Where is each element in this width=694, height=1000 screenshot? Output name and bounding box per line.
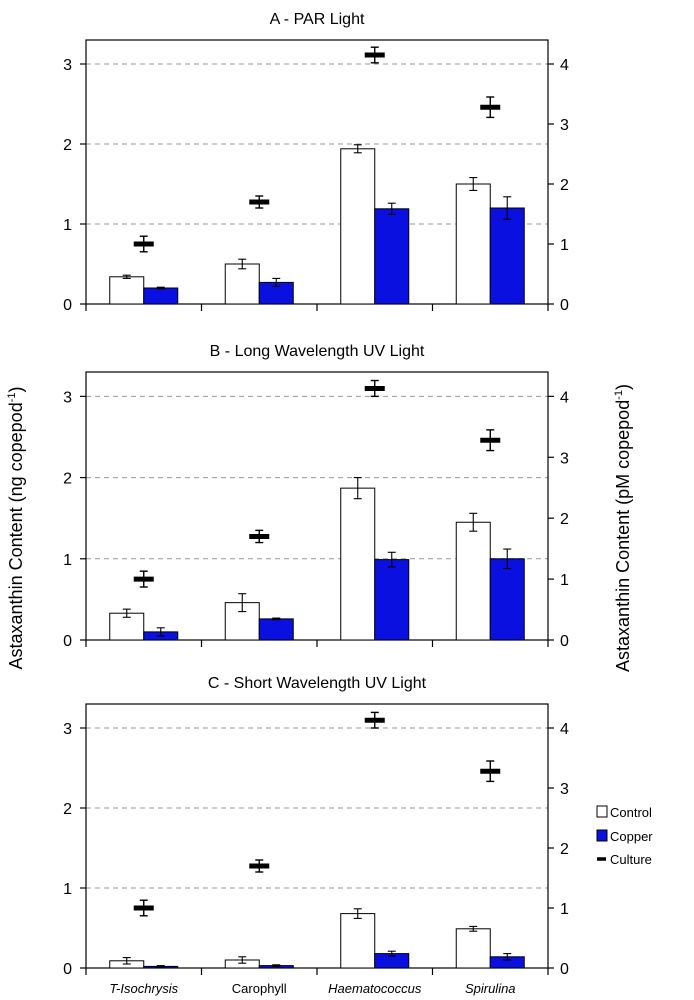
control-bar: [340, 148, 376, 305]
copper-error-bar: [503, 548, 512, 570]
legend-control-label: Control: [610, 805, 652, 820]
left-axis-title-close: ): [6, 387, 26, 393]
right-tick-label: 4: [560, 389, 569, 406]
control-error-bar: [122, 957, 131, 965]
left-tick-label: 0: [63, 297, 72, 314]
copper-bar: [489, 558, 525, 641]
right-tick-label: 4: [560, 721, 569, 738]
legend-culture-label: Culture: [610, 852, 652, 867]
copper-error-bar: [272, 964, 281, 967]
right-tick-label: 1: [560, 901, 569, 918]
control-error-bar: [353, 144, 362, 154]
control-error-bar: [353, 477, 362, 500]
category-label: Spirulina: [465, 981, 516, 996]
control-error-bar: [238, 258, 247, 270]
panel-title: B - Long Wavelength UV Light: [210, 343, 425, 360]
left-tick-label: 1: [63, 552, 72, 569]
panel-3: C - Short Wavelength UV Light 0 1 2 3 0 1 2 3 4: [63, 675, 569, 978]
copper-error-bar: [503, 196, 512, 220]
left-axis-title-main: Astaxanthin Content (ng copepod: [6, 402, 26, 669]
control-bar: [455, 183, 491, 305]
control-error-bar: [122, 274, 131, 279]
copper-bar: [258, 618, 294, 641]
left-tick-label: 2: [63, 471, 72, 488]
legend-control-swatch: [596, 805, 608, 818]
right-tick-label: 3: [560, 781, 569, 798]
right-tick-label: 3: [560, 117, 569, 134]
category-label: T-Isochrysis: [109, 981, 178, 996]
panel-title: C - Short Wavelength UV Light: [208, 675, 427, 692]
control-bar: [340, 487, 376, 641]
right-tick-label: 0: [560, 297, 569, 314]
copper-error-bar: [387, 551, 396, 568]
control-error-bar: [469, 925, 478, 932]
left-tick-label: 3: [63, 721, 72, 738]
copper-error-bar: [272, 277, 281, 287]
right-tick-label: 1: [560, 237, 569, 254]
right-tick-label: 4: [560, 57, 569, 74]
copper-error-bar: [503, 953, 512, 961]
control-bar: [224, 263, 260, 305]
legend-copper-swatch: [596, 829, 608, 842]
control-bar: [455, 521, 491, 641]
copper-error-bar: [387, 950, 396, 957]
left-tick-label: 1: [63, 217, 72, 234]
copper-bar: [143, 287, 179, 305]
left-axis-title-sup: -1: [6, 393, 18, 403]
control-error-bar: [238, 593, 247, 613]
category-axis-labels: T-Isochrysis Carophyll Haematococcus Spirul…: [109, 981, 515, 996]
legend: Control Copper Culture: [596, 805, 653, 867]
copper-error-bar: [156, 286, 165, 290]
right-tick-label: 2: [560, 841, 569, 858]
right-axis-title-sup: -1: [613, 390, 625, 400]
copper-error-bar: [272, 617, 281, 621]
category-label: Carophyll: [232, 981, 287, 996]
panel-title: A - PAR Light: [270, 11, 365, 28]
right-tick-label: 3: [560, 450, 569, 467]
left-tick-label: 2: [63, 137, 72, 154]
copper-error-bar: [156, 627, 165, 637]
right-tick-label: 0: [560, 633, 569, 650]
left-tick-label: 3: [63, 57, 72, 74]
copper-error-bar: [156, 965, 165, 968]
control-error-bar: [469, 512, 478, 532]
control-bar: [455, 928, 491, 969]
control-error-bar: [238, 956, 247, 964]
left-tick-label: 1: [63, 881, 72, 898]
panel-1: A - PAR Light 0 1 2 3 0 1 2 3 4: [63, 11, 569, 314]
control-bar: [109, 276, 145, 305]
right-axis-title-main: Astaxanthin Content (pM copepod: [613, 400, 633, 672]
left-tick-label: 2: [63, 801, 72, 818]
copper-bar: [374, 208, 410, 305]
control-error-bar: [353, 908, 362, 919]
control-bar: [340, 913, 376, 969]
control-error-bar: [122, 608, 131, 618]
left-tick-label: 0: [63, 961, 72, 978]
right-axis-title-close: ): [613, 384, 633, 390]
legend-copper-label: Copper: [610, 829, 653, 844]
right-tick-label: 0: [560, 961, 569, 978]
copper-bar: [374, 559, 410, 641]
right-tick-label: 2: [560, 177, 569, 194]
left-tick-label: 3: [63, 389, 72, 406]
control-error-bar: [469, 177, 478, 191]
right-axis-title: Astaxanthin Content (pM copepod-1): [613, 384, 633, 672]
right-tick-label: 1: [560, 572, 569, 589]
panel-2: B - Long Wavelength UV Light 0 1 2 3 0 1 2 3 4: [63, 343, 569, 650]
copper-error-bar: [387, 202, 396, 215]
right-tick-label: 2: [560, 511, 569, 528]
copper-bar: [489, 207, 525, 305]
left-tick-label: 0: [63, 633, 72, 650]
left-axis-title: Astaxanthin Content (ng copepod-1): [6, 387, 26, 670]
category-label: Haematococcus: [328, 981, 422, 996]
